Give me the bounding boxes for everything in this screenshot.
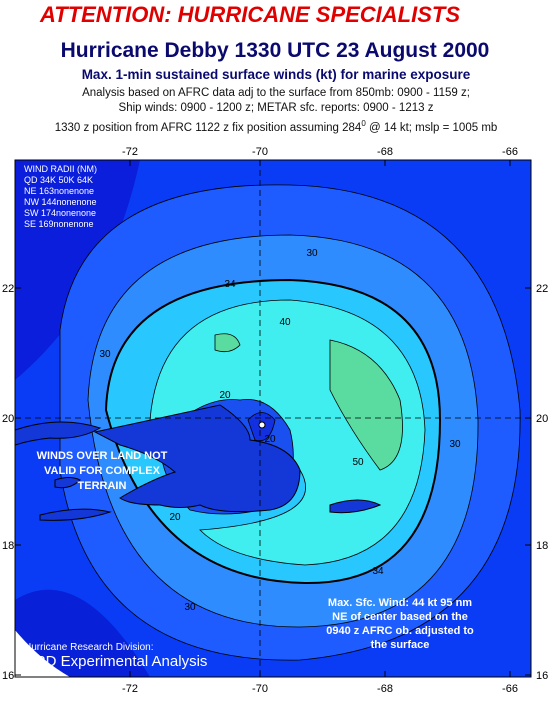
lon-label: -72: [122, 146, 138, 158]
subtitle: Max. 1-min sustained surface winds (kt) …: [82, 67, 471, 82]
position-note: 1330 z position from AFRC 1122 z fix pos…: [55, 119, 498, 134]
contour-label: 34: [224, 279, 236, 290]
max-wind-note: NE of center based on the: [332, 611, 468, 623]
contour-label: 34: [372, 566, 384, 577]
wind-radii: WIND RADII (NM): [24, 164, 97, 174]
lat-label: 18: [536, 540, 548, 552]
position-text: @ 14 kt; mslp = 1005 mb: [366, 122, 498, 134]
lat-label: 18: [2, 540, 14, 552]
lon-label: -70: [252, 146, 268, 158]
lon-label: -70: [252, 683, 268, 695]
alert: ATTENTION: HURRICANE SPECIALISTS: [39, 2, 460, 27]
lon-label: -68: [377, 683, 393, 695]
lon-label: -66: [502, 146, 518, 158]
lon-label: -66: [502, 683, 518, 695]
contour-label: 40: [279, 317, 291, 328]
land-note: TERRAIN: [78, 480, 127, 492]
wind-radii: NE 163nonenone: [24, 186, 94, 196]
position-text: 1330 z position from AFRC 1122 z fix pos…: [55, 122, 362, 134]
lon-label: -72: [122, 683, 138, 695]
land-note: VALID FOR COMPLEX: [44, 465, 161, 477]
contour-label: 20: [264, 434, 276, 445]
wind-radii: QD 34K 50K 64K: [24, 175, 93, 185]
contour-label: 20: [219, 390, 231, 401]
max-wind-note: the surface: [371, 639, 430, 651]
note: Ship winds: 0900 - 1200 z; METAR sfc. re…: [119, 102, 434, 114]
contour-label: 30: [184, 602, 196, 613]
max-wind-note: Max. Sfc. Wind: 44 kt 95 nm: [328, 597, 472, 609]
map: [15, 160, 531, 677]
overlay: -72 -72 -70 -70 -68 -68 -66 -66 22 22 20 20 18 18 16 16…: [2, 146, 548, 695]
wind-radii: SE 169nonenone: [24, 219, 94, 229]
note: Analysis based on AFRC data adj to the s…: [82, 87, 470, 99]
lat-label: 22: [536, 283, 548, 295]
max-wind-note: 0940 z AFRC ob. adjusted to: [326, 625, 474, 637]
contour-label: 50: [352, 457, 364, 468]
credit: Hurricane Research Division:: [24, 642, 154, 653]
contour-label: 20: [169, 512, 181, 523]
lat-label: 16: [536, 670, 548, 682]
title: Hurricane Debby 1330 UTC 23 August 2000: [61, 39, 490, 62]
lat-label: 20: [2, 413, 14, 425]
degree: 0: [361, 119, 366, 128]
wind-radii: NW 144nonenone: [24, 197, 97, 207]
wind-radii: SW 174nonenone: [24, 208, 96, 218]
credit: HRD Experimental Analysis: [24, 653, 207, 670]
land-note: WINDS OVER LAND NOT: [37, 450, 168, 462]
lat-label: 16: [2, 670, 14, 682]
lon-label: -68: [377, 146, 393, 158]
lat-label: 22: [2, 283, 14, 295]
contour-label: 30: [99, 349, 111, 360]
contour-label: 30: [449, 439, 461, 450]
contour-label: 30: [306, 248, 318, 259]
lat-label: 20: [536, 413, 548, 425]
